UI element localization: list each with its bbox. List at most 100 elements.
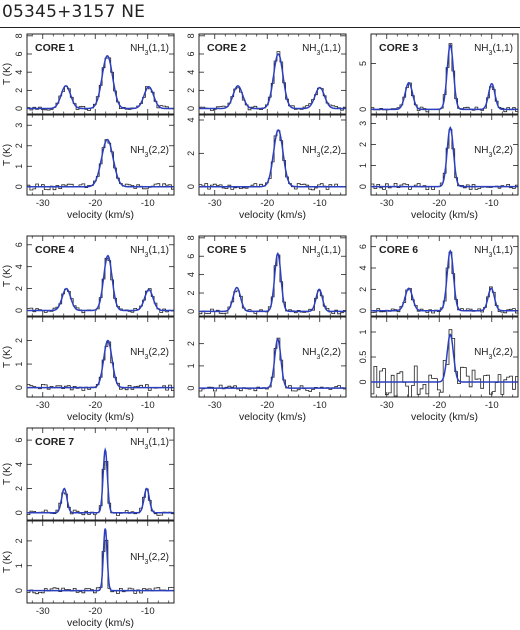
- transition-label: NH3(2,2): [302, 347, 341, 361]
- y-tick-label: 2: [14, 286, 24, 291]
- spectrum-fit: [27, 447, 174, 514]
- panel-frame: [370, 235, 519, 317]
- transition-label: NH3(1,1): [302, 245, 341, 259]
- y-tick-label: 2: [14, 538, 24, 543]
- panel-frame: [26, 33, 175, 115]
- x-tick-label: -30: [208, 400, 222, 411]
- x-tick-label: -20: [432, 400, 446, 411]
- spectrum-observed: [27, 257, 174, 314]
- spectrum-panel-core-2-nh3-2-2-: -30 -20 -10 0 2 4 velocity (km/s) NH3(2,2): [186, 114, 347, 221]
- x-axis-label: velocity (km/s): [67, 617, 134, 629]
- x-axis-label: velocity (km/s): [67, 411, 134, 423]
- x-tick-label: -30: [380, 400, 394, 411]
- y-axis-label: T (K): [2, 346, 13, 368]
- y-tick-label: 4: [358, 265, 368, 270]
- y-tick-label: 6: [186, 254, 196, 259]
- spectrum-panel-core-5-nh3-2-2-: -30 -20 -10 0 1 2 velocity (km/s) NH3(2,2): [186, 316, 347, 423]
- x-tick-label: -30: [380, 198, 394, 209]
- panel-frame: [198, 316, 347, 398]
- panel-frame: [198, 114, 347, 196]
- core-label: CORE 4: [35, 244, 74, 256]
- y-tick-label: 2: [14, 88, 24, 93]
- spectrum-fit: [371, 126, 518, 188]
- y-axis-label: T (K): [2, 144, 13, 166]
- spectrum-observed: [27, 341, 174, 391]
- x-tick-label: -10: [485, 400, 499, 411]
- y-axis-label: T (K): [2, 265, 13, 287]
- y-tick-label: 0: [186, 309, 196, 314]
- y-tick-label: 6: [14, 51, 24, 56]
- y-tick-label: 0: [14, 106, 24, 111]
- title-rule: [0, 27, 520, 28]
- y-tick-label: 2: [186, 341, 196, 346]
- spectrum-fit: [371, 333, 518, 383]
- core-label: CORE 2: [207, 42, 246, 54]
- transition-label: NH3(1,1): [474, 245, 513, 259]
- y-tick-label: 4: [186, 272, 196, 277]
- spectrum-fit: [199, 53, 346, 110]
- y-tick-label: 0: [186, 106, 196, 111]
- transition-label: NH3(2,2): [130, 347, 169, 361]
- y-tick-label: 1: [14, 563, 24, 568]
- spectrum-fit: [27, 254, 174, 312]
- y-tick-label: 3: [14, 123, 24, 128]
- x-tick-label: -10: [313, 198, 327, 209]
- transition-label: NH3(2,2): [130, 552, 169, 566]
- y-tick-label: 4: [14, 70, 24, 75]
- spectrum-panel-core-4-nh3-2-2-: -30 -20 -10 0 1 2T (K) velocity (km/s) NH3(2,2): [2, 316, 175, 423]
- spectrum-fit: [371, 249, 518, 312]
- y-tick-label: 2: [186, 291, 196, 296]
- y-tick-label: 4: [14, 462, 24, 467]
- transition-label: NH3(2,2): [130, 145, 169, 159]
- x-axis-label: velocity (km/s): [239, 209, 306, 221]
- y-tick-label: 1: [186, 363, 196, 368]
- y-axis-label: T (K): [2, 463, 13, 485]
- y-tick-label: 8: [14, 33, 24, 38]
- y-tick-label: 2: [14, 486, 24, 491]
- y-tick-label: 0: [186, 184, 196, 189]
- y-tick-label: 0: [358, 308, 368, 313]
- x-tick-label: -30: [36, 400, 50, 411]
- figure-title: 05345+3157 NE: [2, 2, 146, 22]
- x-tick-label: -20: [88, 198, 102, 209]
- core-label: CORE 5: [207, 244, 246, 256]
- y-axis-label: T (K): [2, 551, 13, 573]
- y-tick-label: 8: [186, 33, 196, 38]
- panel-frame: [370, 114, 519, 196]
- y-tick-label: 0: [358, 107, 368, 112]
- x-tick-label: -10: [141, 198, 155, 209]
- transition-label: NH3(2,2): [474, 347, 513, 361]
- x-tick-label: -10: [141, 606, 155, 617]
- spectrum-observed: [371, 129, 518, 190]
- y-tick-label: 6: [14, 242, 24, 247]
- y-tick-label: 2: [358, 287, 368, 292]
- spectrum-fit: [27, 528, 174, 592]
- y-tick-label: 6: [186, 51, 196, 56]
- panel-frame: [198, 235, 347, 317]
- spectrum-fit: [27, 138, 174, 188]
- spectrum-panel-core-2-nh3-1-1-: 0 2 4 6 8 CORE 2 NH3(1,1): [186, 33, 347, 115]
- panel-frame: [198, 33, 347, 115]
- y-tick-label: 5: [358, 61, 368, 66]
- spectrum-observed: [371, 329, 518, 397]
- panel-frame: [26, 520, 175, 604]
- y-tick-label: 2: [358, 142, 368, 147]
- spectrum-panel-core-1-nh3-2-2-: -30 -20 -10 0 1 2 3 T (K) velocity (km/s) NH3(2,2…: [2, 114, 175, 221]
- core-label: CORE 6: [379, 244, 418, 256]
- y-tick-label: 6: [14, 438, 24, 443]
- y-tick-label: 0.5: [358, 351, 368, 364]
- y-tick-label: 1: [14, 362, 24, 367]
- y-tick-label: 4: [186, 70, 196, 75]
- panel-frame: [26, 114, 175, 196]
- transition-label: NH3(1,1): [302, 43, 341, 57]
- y-tick-label: 2: [186, 151, 196, 156]
- y-tick-label: 1: [358, 163, 368, 168]
- transition-label: NH3(1,1): [130, 43, 169, 57]
- transition-label: NH3(1,1): [130, 437, 169, 451]
- y-tick-label: 0: [14, 184, 24, 189]
- y-tick-label: 2: [14, 143, 24, 148]
- transition-label: NH3(1,1): [130, 245, 169, 259]
- x-tick-label: -20: [260, 400, 274, 411]
- y-tick-label: 1: [14, 164, 24, 169]
